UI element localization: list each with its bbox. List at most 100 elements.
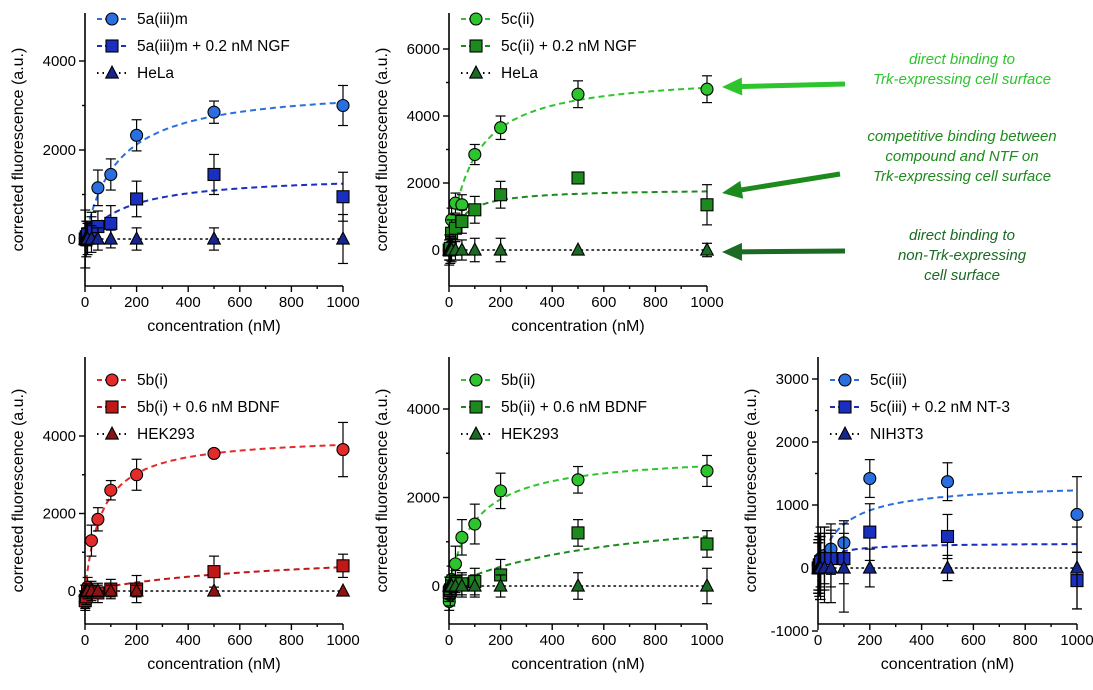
y-tick-label: 4000 [407,108,440,125]
x-tick-label: 600 [591,294,616,311]
y-tick-label: 4000 [43,53,76,70]
data-point [207,167,221,182]
annotation-text: cell surface [924,267,1000,284]
legend: 5c(iii) 5c(iii) + 0.2 nM NT-3 NIH3T3 [830,372,1010,443]
data-point [700,537,714,551]
data-point [336,559,350,573]
x-tick-label: 1000 [326,632,359,649]
data-point [570,241,586,256]
x-tick-label: 600 [227,294,252,311]
series-3 [811,523,1085,613]
x-axis-title: concentration (nM) [881,656,1014,673]
x-tick-label: 600 [227,632,252,649]
y-tick-label: 0 [801,560,809,577]
data-point [468,203,482,217]
y-axis-title: corrected fluorescence (a.u.) [374,48,391,252]
x-tick-label: 0 [445,294,453,311]
data-point [571,526,585,540]
data-point [836,559,852,574]
data-point [207,446,221,460]
data-point [103,582,119,597]
legend-label: 5c(ii) + 0.2 nM NGF [501,38,637,55]
data-point [207,105,221,119]
legend-marker [838,373,852,387]
data-point [493,577,508,592]
y-tick-label: 0 [68,583,76,600]
data-point [336,190,350,204]
x-tick-label: 400 [909,632,934,649]
data-point [455,214,469,229]
chart-panel-4: 0 2000 4000 0 200 400 600 800 1000 concentration … [374,357,724,673]
chart-panel-5: -1000 0 1000 2000 3000 0 200 400 600 800 1000 conce… [743,357,1093,673]
x-tick-label: 800 [279,294,304,311]
legend-marker [837,425,853,440]
y-tick-label: 4000 [407,401,440,418]
legend: 5b(i) 5b(i) + 0.6 nM BDNF HEK293 [97,372,280,443]
y-axis-title: corrected fluorescence (a.u.) [743,389,760,593]
data-point [206,230,222,245]
y-tick-label: 2000 [43,142,76,159]
x-tick-label: 0 [445,632,453,649]
x-axis-title: concentration (nM) [511,318,644,335]
data-point [130,468,144,482]
data-point [104,483,118,497]
data-point [206,582,222,597]
x-tick-label: 200 [488,632,513,649]
data-point [90,230,106,245]
data-point [468,147,482,162]
legend-label: 5a(iii)m [137,11,188,28]
data-point [104,167,118,182]
data-point [823,559,839,574]
y-axis-title: corrected fluorescence (a.u.) [374,389,391,593]
annotation-text: compound and NTF on [885,148,1038,165]
y-tick-label: 2000 [776,434,809,451]
x-axis-title: concentration (nM) [511,656,644,673]
data-point [863,471,877,486]
data-point [940,559,955,574]
data-point [494,188,508,202]
data-point [571,171,585,185]
x-tick-label: 400 [540,632,565,649]
data-point [130,128,144,142]
x-tick-label: 600 [961,632,986,649]
data-point [494,121,508,135]
annotations: direct binding to Trk-expressing cell sur… [722,51,1057,284]
data-point [454,241,470,256]
data-point [91,512,105,526]
series-3 [78,209,351,269]
x-tick-label: 0 [81,294,89,311]
data-point [699,577,715,592]
data-point [699,241,715,256]
legend-marker [469,12,483,26]
series-1 [442,75,714,261]
data-point [335,230,351,245]
series-3 [442,567,715,605]
data-point [335,582,351,597]
legend-label: HEK293 [137,426,195,443]
y-tick-label: 6000 [407,41,440,58]
data-point [863,525,877,539]
y-tick-label: 0 [68,231,76,248]
legend-marker [105,373,119,387]
x-tick-label: 400 [176,632,201,649]
legend-label: 5c(iii) + 0.2 nM NT-3 [870,399,1010,416]
data-point [700,464,714,478]
data-point [454,577,470,592]
legend: 5b(ii) 5b(ii) + 0.6 nM BDNF HEK293 [461,372,647,443]
legend-marker [469,373,483,387]
legend-marker [469,39,483,53]
legend-marker [105,400,119,414]
legend-label: 5a(iii)m + 0.2 nM NGF [137,38,290,55]
legend: 5c(ii) 5c(ii) + 0.2 nM NGF HeLa [461,11,637,82]
annotation-text: Trk-expressing cell surface [873,168,1051,185]
y-tick-label: 4000 [43,428,76,445]
y-tick-label: 2000 [43,506,76,523]
annotation-arrow [737,81,846,90]
data-point [336,98,350,113]
annotation-arrow [737,171,841,193]
legend: 5a(iii)m 5a(iii)m + 0.2 nM NGF HeLa [97,11,290,82]
chart-panel-2: 0 2000 4000 6000 0 200 400 600 800 1000 concentrat… [374,11,724,335]
data-point [494,484,508,498]
data-point [700,82,714,96]
